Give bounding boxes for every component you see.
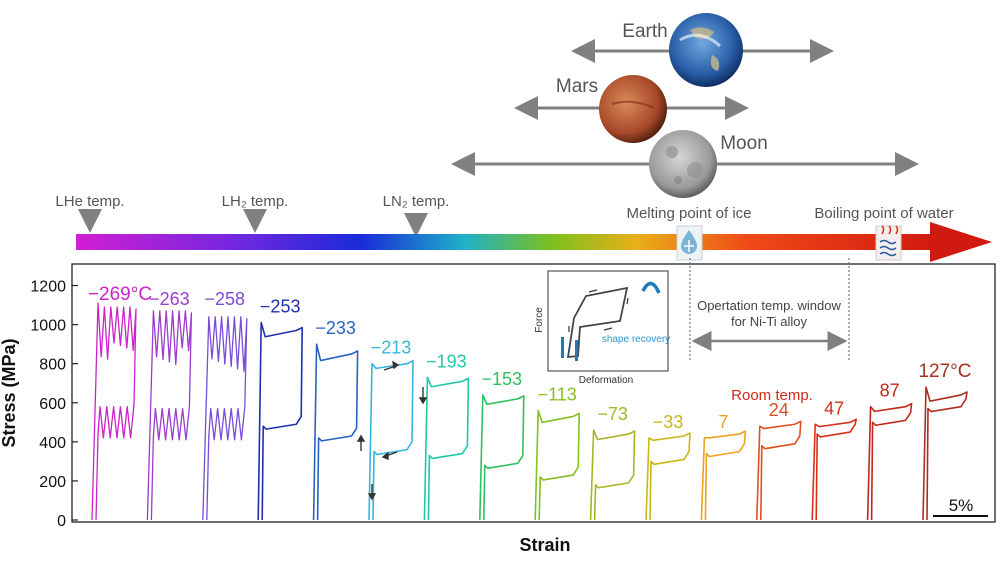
- room-temp-label: Room temp.: [731, 387, 813, 404]
- curve-9: [589, 429, 636, 521]
- temperature-label-3: −253: [260, 297, 301, 317]
- marker-lh2: LH₂ temp.: [222, 193, 289, 233]
- mars-label: Mars: [556, 76, 598, 97]
- earth-label: Earth: [622, 21, 667, 42]
- temperature-label-8: −113: [538, 385, 577, 405]
- curve-2: [202, 316, 248, 521]
- temperature-label-1: −263: [149, 289, 190, 309]
- temperature-bar: [76, 222, 992, 262]
- loop-direction-arrows: [356, 360, 428, 501]
- window-label-line1: Opertation temp. window: [697, 298, 841, 313]
- temperature-label-10: −33: [653, 412, 684, 432]
- mars-icon: [599, 75, 667, 143]
- temperature-label-6: −193: [426, 351, 467, 371]
- y-tick-label: 200: [39, 474, 66, 491]
- earth-icon: [669, 13, 743, 87]
- mars-range: Mars: [514, 75, 749, 143]
- temperature-label-13: 47: [824, 398, 844, 418]
- x-axis-label: Strain: [519, 535, 570, 555]
- stress-strain-curves: [91, 302, 968, 521]
- scale-bar-label: 5%: [949, 496, 974, 515]
- earth-range: Earth: [571, 13, 834, 87]
- moon-icon: [649, 130, 717, 198]
- y-tick-label: 0: [57, 513, 66, 530]
- curve-1: [146, 310, 193, 521]
- marker-lhe: LHe temp.: [55, 193, 125, 233]
- svg-text:LH₂ temp.: LH₂ temp.: [222, 193, 289, 210]
- curve-3: [257, 321, 303, 521]
- temperature-labels: −269°C−263 −258 −253 −233 −213 −193 −153 −113 −7…: [88, 284, 972, 432]
- plot-frame: [71, 263, 996, 523]
- ice-drop-icon: [676, 225, 703, 261]
- temperature-label-0: −269°C: [88, 284, 152, 305]
- inset-xlabel: Deformation: [579, 375, 633, 386]
- temperature-label-7: −153: [482, 369, 523, 389]
- temperature-label-14: 87: [880, 381, 900, 401]
- moon-label: Moon: [720, 133, 768, 154]
- boiling-water-icon: [875, 225, 902, 261]
- temperature-label-15: 127°C: [918, 361, 971, 382]
- curve-7: [479, 394, 525, 521]
- inset-schematic: shape recovery Deformation Force: [534, 270, 670, 386]
- marker-melting-ice: Melting point of ice: [626, 205, 751, 222]
- temperature-label-2: −258: [205, 289, 246, 309]
- y-tick-label: 1000: [30, 318, 66, 335]
- curve-6: [423, 376, 470, 521]
- operation-window: Opertation temp. window for Ni-Ti alloy: [689, 258, 850, 362]
- y-tick-label: 1200: [30, 279, 66, 296]
- y-axis-label: Stress (MPa): [0, 338, 19, 447]
- y-tick-label: 800: [39, 357, 66, 374]
- temperature-label-5: −213: [371, 338, 412, 358]
- y-tick-label: 600: [39, 396, 66, 413]
- marker-ln2: LN₂ temp.: [383, 193, 450, 237]
- curve-8: [534, 409, 580, 521]
- curve-15: [922, 386, 968, 521]
- temperature-label-9: −73: [597, 404, 628, 424]
- curve-14: [866, 402, 913, 521]
- y-tick-label: 400: [39, 435, 66, 452]
- curve-13: [811, 418, 857, 521]
- marker-boiling-water: Boiling point of water: [814, 205, 953, 222]
- inset-note: shape recovery: [602, 334, 670, 345]
- temperature-label-4: −233: [315, 318, 356, 338]
- scale-bar: 5%: [933, 496, 988, 517]
- svg-text:LHe temp.: LHe temp.: [55, 193, 124, 210]
- moon-range: Moon: [451, 130, 919, 198]
- y-axis: 0 200 400 600 800 1000 1200: [30, 279, 78, 530]
- curve-0: [91, 302, 137, 521]
- curve-4: [312, 343, 359, 521]
- inset-ylabel: Force: [534, 307, 545, 333]
- curve-5: [368, 359, 414, 521]
- temperature-label-12: 24: [769, 400, 789, 420]
- svg-text:LN₂ temp.: LN₂ temp.: [383, 193, 450, 210]
- curve-11: [700, 430, 747, 521]
- temperature-label-11: 7: [718, 412, 728, 432]
- curve-12: [756, 420, 802, 521]
- window-label-line2: for Ni-Ti alloy: [731, 314, 808, 329]
- curve-10: [645, 432, 691, 521]
